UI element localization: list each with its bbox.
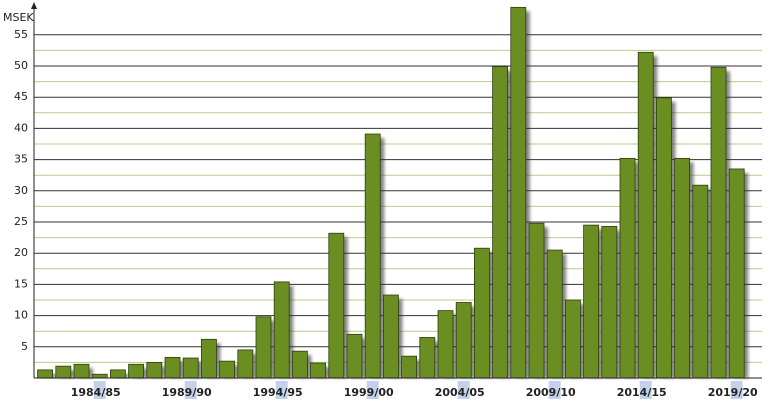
- x-tick-marker: [275, 381, 288, 399]
- y-axis-arrow: [31, 2, 37, 9]
- y-tick-label: 25: [14, 215, 28, 228]
- x-tick-marker: [184, 381, 197, 399]
- bar: [346, 333, 363, 379]
- y-axis-label: MSEK: [3, 11, 34, 24]
- y-tick-label: 15: [14, 277, 28, 290]
- bar: [146, 361, 163, 379]
- bar: [601, 225, 618, 379]
- x-tick-marker: [366, 381, 379, 399]
- bar: [583, 224, 599, 379]
- bar: [510, 6, 527, 379]
- bar: [182, 357, 199, 379]
- x-tick-label: 2014/15: [617, 386, 667, 399]
- bar: [546, 249, 563, 379]
- bar: [528, 222, 545, 379]
- bar: [710, 66, 727, 379]
- x-tick-marker: [639, 381, 652, 399]
- bar: [73, 363, 90, 379]
- bar: [128, 363, 145, 379]
- bar: [164, 357, 181, 379]
- y-tick-label: 10: [14, 309, 28, 322]
- bar: [55, 365, 72, 379]
- x-tick-marker: [730, 381, 743, 399]
- bar: [91, 373, 108, 379]
- bar: [310, 362, 327, 379]
- bar: [37, 369, 53, 379]
- y-tick-label: 45: [14, 90, 28, 103]
- x-tick-label: 1999/00: [344, 386, 394, 399]
- bar: [565, 299, 581, 379]
- bar: [455, 302, 472, 379]
- bar: [674, 157, 690, 379]
- bar: [237, 349, 254, 379]
- y-tick-label: 35: [14, 153, 28, 166]
- bar: [419, 337, 436, 379]
- y-tick-label: 5: [21, 340, 28, 353]
- x-tick-label: 1989/90: [162, 386, 212, 399]
- bars: [37, 6, 749, 379]
- bar: [473, 247, 490, 379]
- bar: [401, 355, 418, 379]
- bar: [437, 310, 454, 379]
- x-tick-marker: [548, 381, 561, 399]
- bar: [291, 350, 308, 379]
- bar: [328, 232, 345, 379]
- bar: [619, 157, 636, 379]
- bar: [273, 281, 290, 379]
- bar: [364, 133, 381, 379]
- x-tick-label: 1994/95: [253, 386, 303, 399]
- bar: [637, 51, 654, 379]
- bar: [728, 168, 745, 379]
- y-tick-label: 50: [14, 59, 28, 72]
- x-tick-label: 2004/05: [435, 386, 485, 399]
- bar: [219, 360, 236, 379]
- x-tick-label: 2009/10: [526, 386, 576, 399]
- bar: [492, 66, 509, 379]
- bar: [255, 316, 272, 379]
- y-tick-label: 30: [14, 184, 28, 197]
- y-tick-label: 55: [14, 28, 28, 41]
- bar: [656, 97, 672, 379]
- bar: [382, 294, 399, 379]
- bar: [110, 369, 126, 379]
- bar: [692, 184, 709, 379]
- x-tick-marker: [457, 381, 470, 399]
- x-tick-label: 1984/85: [71, 386, 121, 399]
- x-tick-marker: [93, 381, 106, 399]
- x-tick-label: 2019/20: [708, 386, 758, 399]
- y-tick-label: 40: [14, 121, 28, 134]
- y-tick-label: 20: [14, 246, 28, 259]
- bar: [200, 338, 217, 379]
